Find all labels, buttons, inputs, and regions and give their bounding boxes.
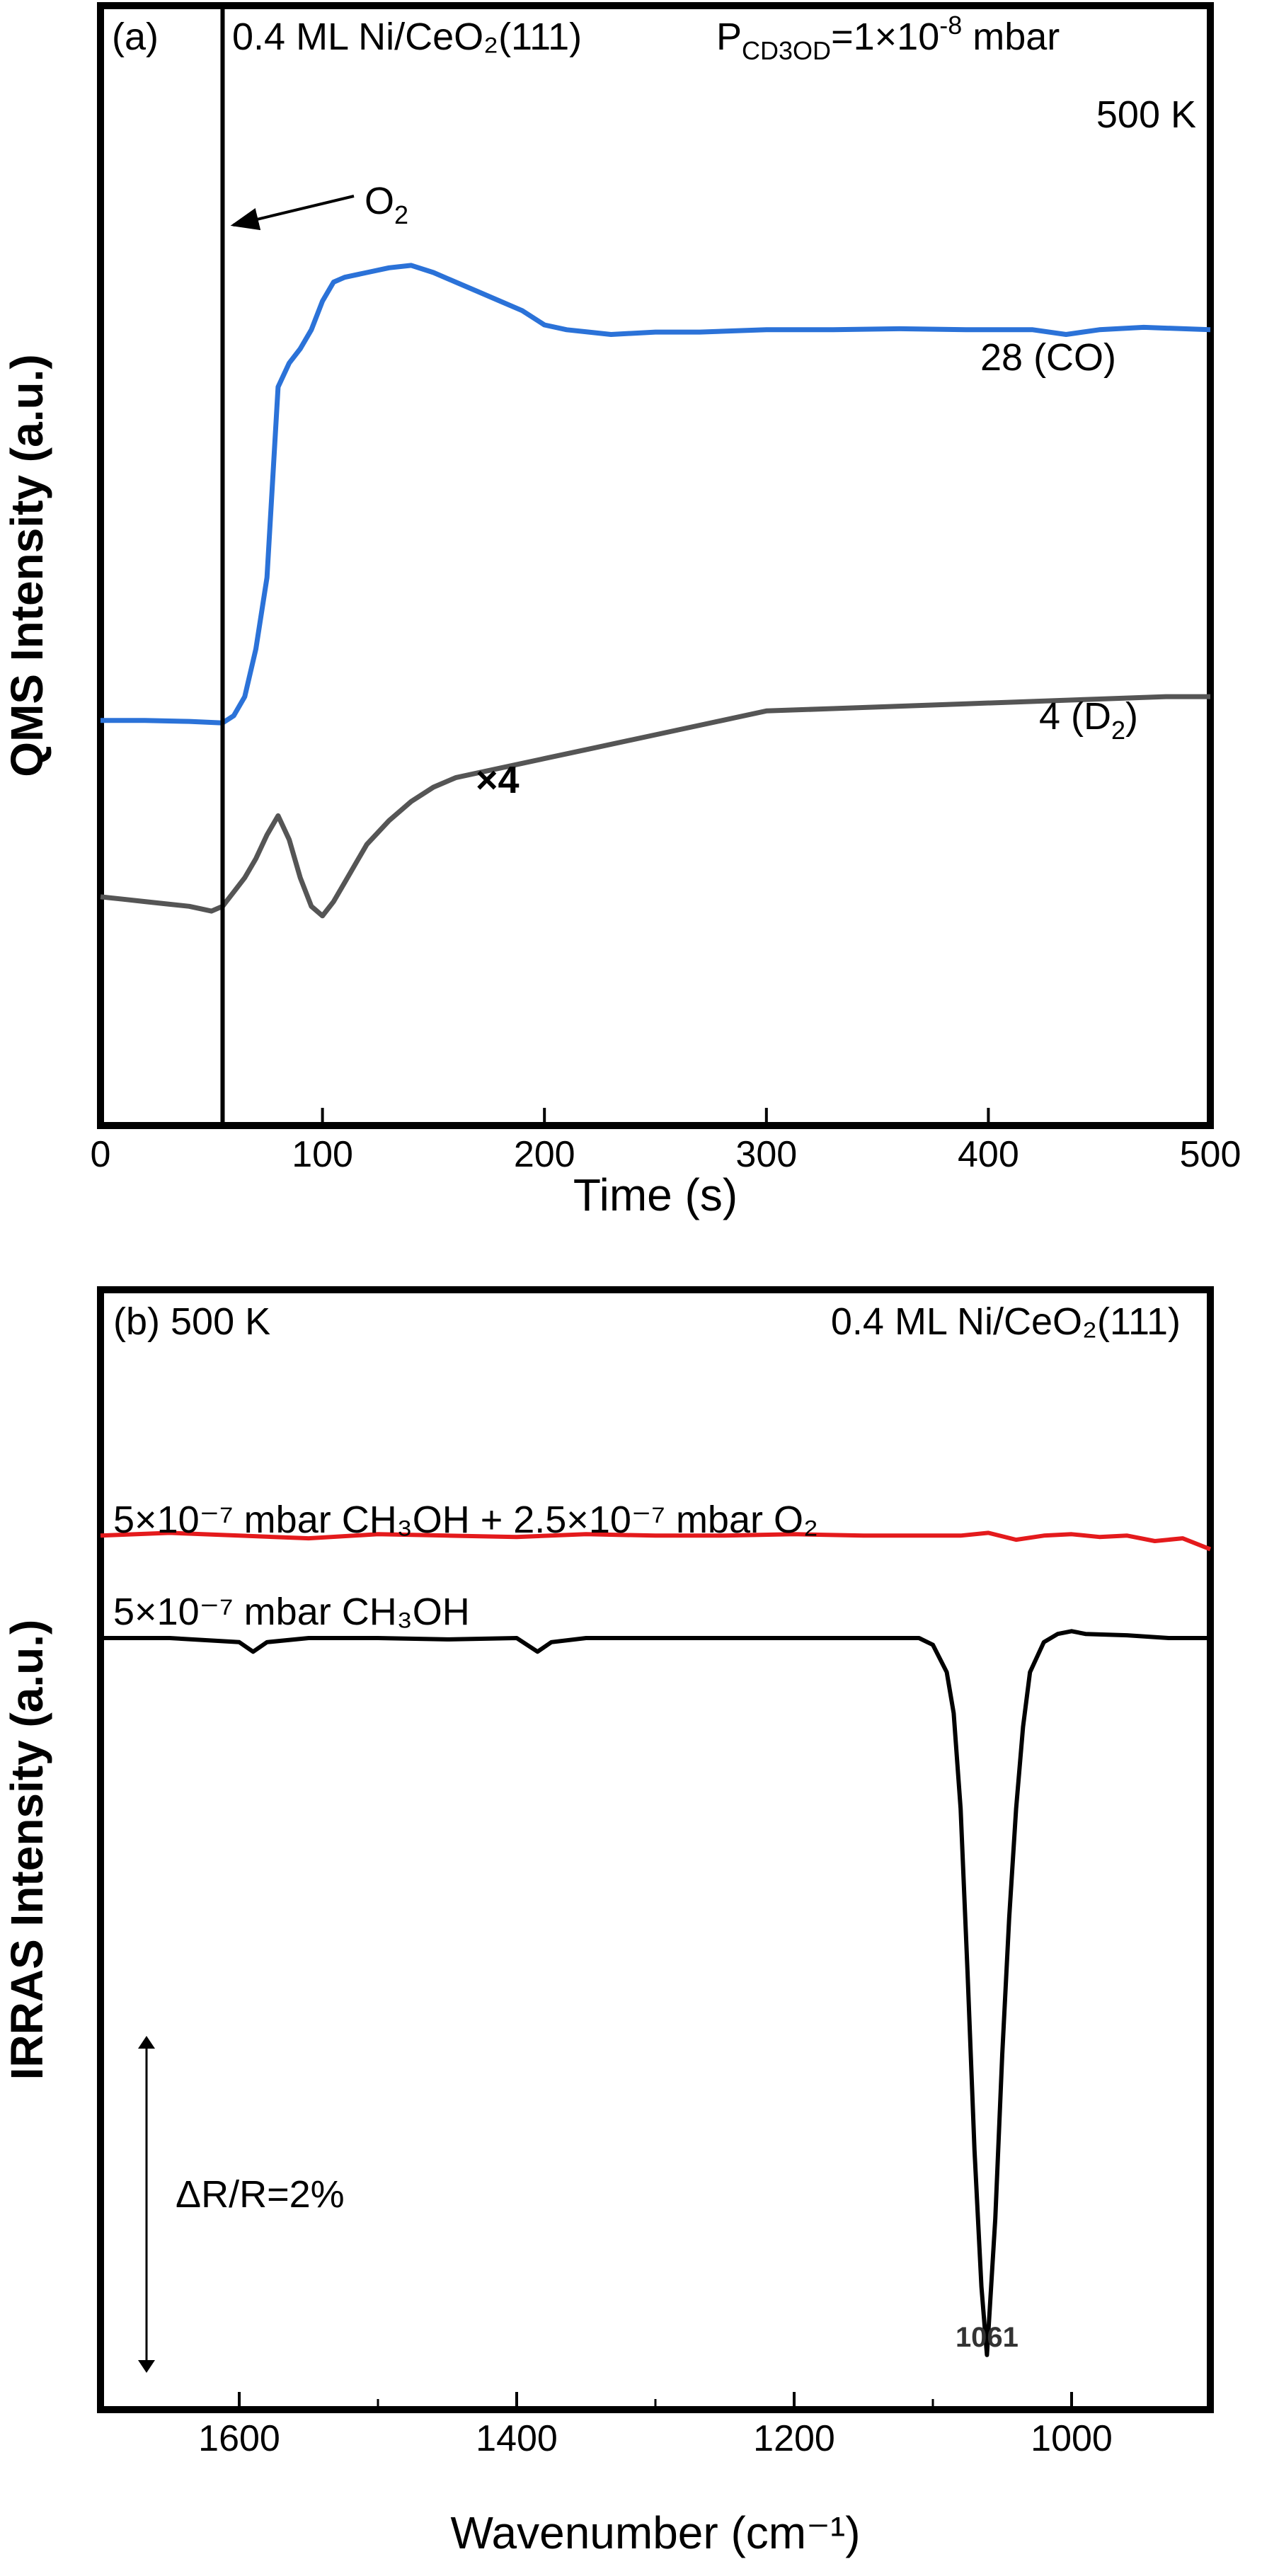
series-red-label: 5×10⁻⁷ mbar CH₃OH + 2.5×10⁻⁷ mbar O₂ [113,1499,818,1541]
panel-a-sample-label: 0.4 ML Ni/CeO₂(111) [232,16,582,58]
pressure-value: =1×10 [831,16,939,58]
series-black-label: 5×10⁻⁷ mbar CH₃OH [113,1591,470,1633]
scale-bar-label: ΔR/R=2% [176,2173,345,2216]
series-d2-label-base: 4 (D [1039,695,1111,738]
panel-a-x-tick-label: 400 [958,1134,1019,1175]
panel-a-x-tick-label: 100 [292,1134,353,1175]
panel-b: 1600 1400 1200 1000 (b) 500 K 0.4 ML Ni/CeO… [1,1286,1214,2558]
panel-b-x-tick-label: 1600 [198,2418,280,2459]
o2-arrow [230,195,355,231]
panel-b-x-axis-label: Wavenumber (cm⁻¹) [450,2507,860,2558]
o2-label-base: O [365,180,394,222]
pressure-subscript: CD3OD [742,36,831,65]
peak-label-1061: 1061 [956,2322,1019,2353]
panel-a-x-axis-label: Time (s) [573,1169,738,1220]
panel-b-series-0 [100,1530,1212,1552]
o2-label: O2 [365,180,408,229]
series-co-label: 28 (CO) [980,336,1116,379]
panel-a-frame [97,2,1214,1129]
o2-label-subscript: 2 [394,200,408,229]
panel-a-pressure-label: PCD3OD=1×10-8 mbar [716,11,1060,65]
panel-a-series-0 [101,263,1211,726]
panel-b-x-tick-label: 1000 [1031,2418,1113,2459]
panel-a-x-tick-label: 300 [735,1134,797,1175]
pressure-exponent: -8 [939,11,962,40]
panel-a-x-tick-label: 200 [514,1134,575,1175]
pressure-prefix: P [716,16,742,58]
multiplier-label: ×4 [476,759,520,801]
series-d2-label-subscript: 2 [1111,716,1125,745]
panel-a-y-axis-label: QMS Intensity (a.u.) [1,354,52,777]
panel-a-label: (a) [112,16,159,58]
panel-b-plot-area [100,1530,1212,2357]
panel-b-series-1 [101,1629,1210,2357]
panel-a-temperature-label: 500 K [1096,93,1196,136]
panel-b-x-tick-label: 1200 [753,2418,835,2459]
panel-b-title: (b) 500 K [113,1300,270,1343]
panel-a: 0 100 200 300 400 500 (a) 0.4 ML Ni/CeO₂(111)… [1,2,1241,1220]
series-d2-label-end: ) [1125,695,1138,738]
panel-b-sample-label: 0.4 ML Ni/CeO₂(111) [831,1300,1181,1343]
panel-b-y-axis-label: IRRAS Intensity (a.u.) [1,1620,52,2080]
panel-a-x-ticks: 0 100 200 300 400 500 [91,1108,1241,1175]
pressure-unit: mbar [962,16,1060,58]
panel-b-x-tick-label: 1400 [476,2418,558,2459]
panel-b-frame [97,1286,1214,2413]
series-d2-label: 4 (D2) [1039,695,1138,745]
panel-a-x-tick-label: 0 [91,1134,111,1175]
panel-a-x-tick-label: 500 [1180,1134,1241,1175]
panel-b-x-ticks: 1600 1400 1200 1000 [99,2392,1212,2459]
